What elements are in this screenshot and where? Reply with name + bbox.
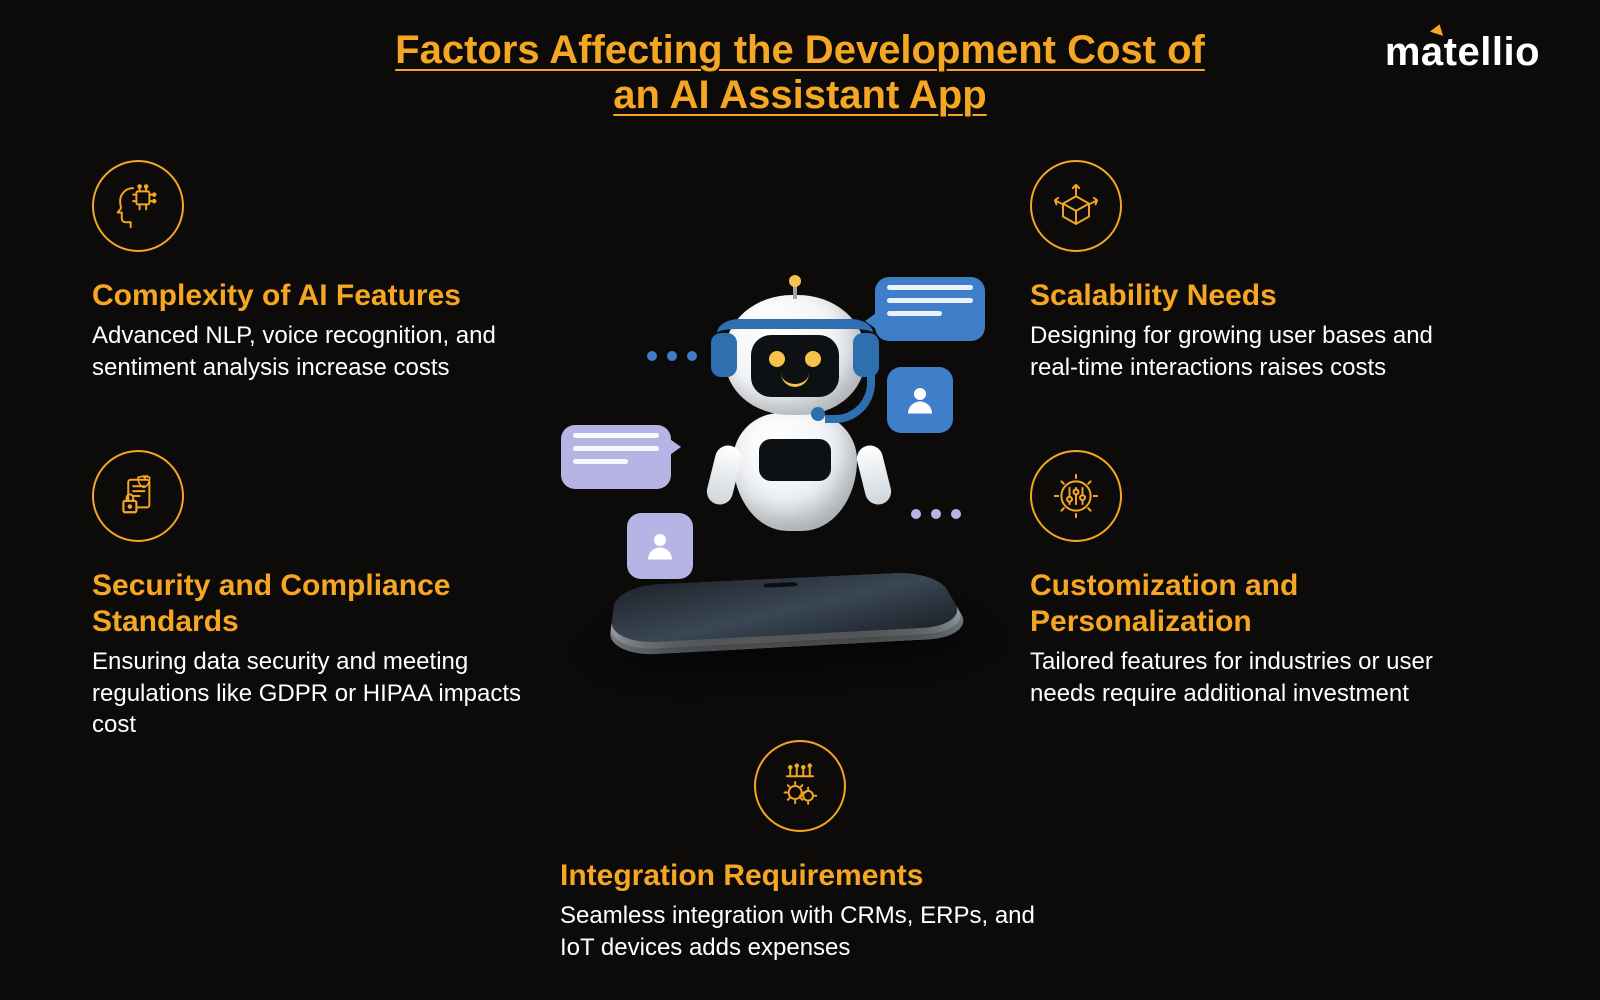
chip-gears-icon (754, 740, 846, 832)
factor-title: Customization and Personalization (1030, 568, 1460, 640)
factor-desc: Designing for growing user bases and rea… (1030, 320, 1460, 383)
factor-integration: Integration Requirements Seamless integr… (560, 740, 1040, 963)
factor-title: Complexity of AI Features (92, 278, 522, 314)
chatbot-figure (705, 295, 885, 545)
avatar-card-icon (627, 513, 693, 579)
lock-shield-doc-icon (92, 450, 184, 542)
factor-security: Security and Compliance Standards Ensuri… (92, 450, 522, 741)
factor-title: Security and Compliance Standards (92, 568, 522, 640)
title-line-1: Factors Affecting the Development Cost o… (395, 28, 1205, 73)
smartphone-shape (609, 571, 968, 644)
dots-icon (647, 351, 697, 361)
factor-customization: Customization and Personalization Tailor… (1030, 450, 1460, 709)
factor-desc: Advanced NLP, voice recognition, and sen… (92, 320, 522, 383)
chat-bubble-icon (875, 277, 985, 341)
factor-desc: Seamless integration with CRMs, ERPs, an… (560, 900, 1040, 963)
factor-title: Scalability Needs (1030, 278, 1460, 314)
dots-icon (911, 509, 961, 519)
title-line-2: an AI Assistant App (613, 73, 986, 118)
factor-desc: Ensuring data security and meeting regul… (92, 646, 522, 741)
gear-sliders-icon (1030, 450, 1122, 542)
factor-scalability: Scalability Needs Designing for growing … (1030, 160, 1460, 383)
chatbot-illustration (555, 255, 1015, 695)
avatar-card-icon (887, 367, 953, 433)
page-title: Factors Affecting the Development Cost o… (0, 28, 1600, 118)
cube-arrows-icon (1030, 160, 1122, 252)
factor-complexity: Complexity of AI Features Advanced NLP, … (92, 160, 522, 383)
chat-bubble-icon (561, 425, 671, 489)
factor-title: Integration Requirements (560, 858, 1040, 894)
ai-head-circuit-icon (92, 160, 184, 252)
factor-desc: Tailored features for industries or user… (1030, 646, 1460, 709)
